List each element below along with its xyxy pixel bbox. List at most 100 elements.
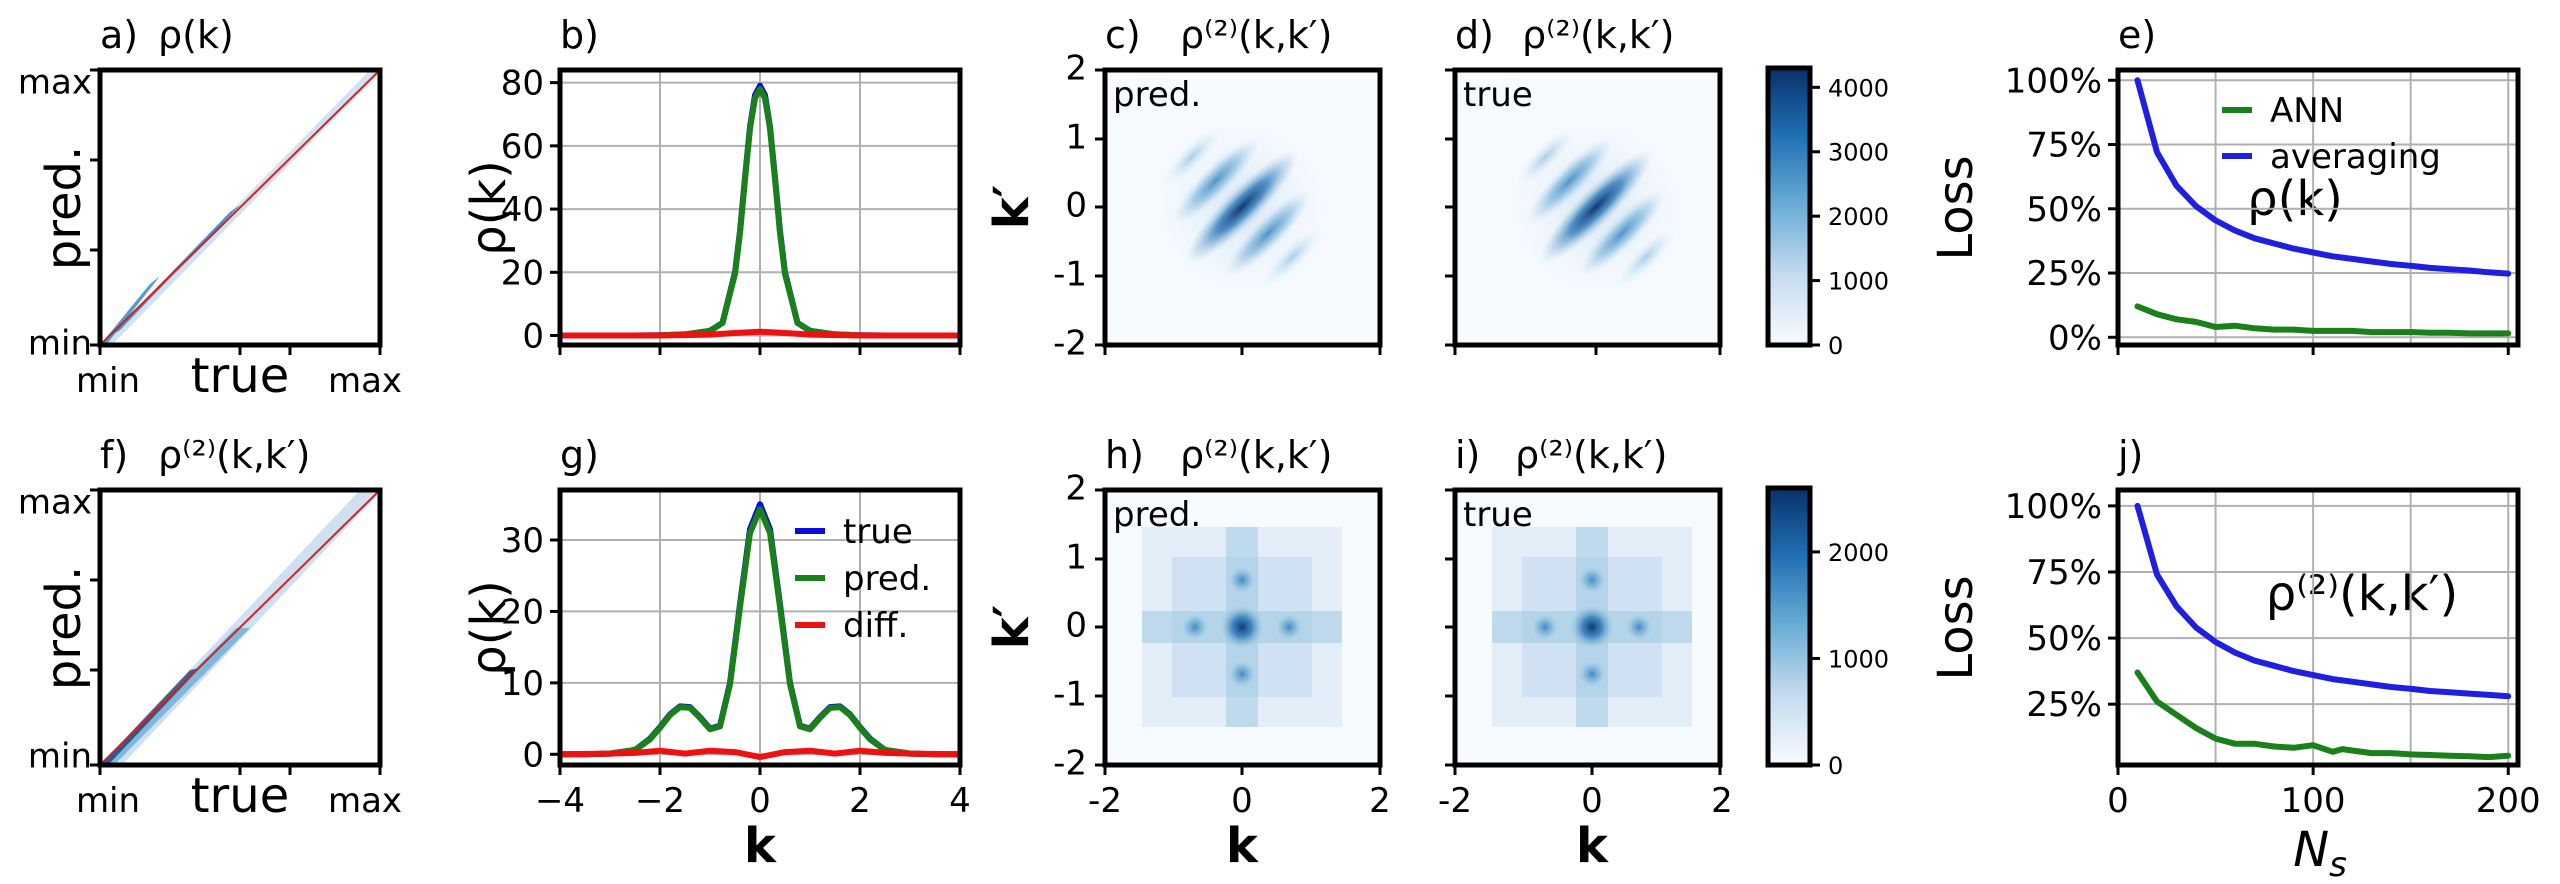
cb-i-label-0: 0 [1828, 752, 1843, 780]
panel-f-diagonal [100, 490, 380, 765]
g-series-pred [560, 506, 960, 758]
panel-i-label: i) [1455, 433, 1480, 477]
panel-a-xlabel: true [191, 348, 290, 404]
j-series-avg [2134, 502, 2512, 700]
j-frame [2115, 487, 2521, 768]
panel-h-ytick-1: 1 [1065, 538, 1087, 578]
panel-h-inset: pred. [1113, 495, 1201, 535]
panel-c-ytick-m2: -2 [1053, 324, 1087, 364]
panel-h-label: h) [1105, 433, 1144, 477]
panel-h-xtick-2: 2 [1369, 781, 1391, 821]
b-ytick-1: 20 [501, 253, 544, 293]
e-legend-label-avg: averaging [2270, 137, 2441, 177]
panel-i-colorbar-ticks: 0 1000 2000 [1810, 539, 1889, 780]
panel-j: j) Loss ρ⁽²⁾(k,k′) Ns 0 100 200 25% 50% 75% 10… [1928, 433, 2541, 884]
panel-a: a) ρ(k) min max true min max pred. [18, 13, 402, 404]
g-ytick-2: 20 [501, 592, 544, 632]
panel-c-title: ρ⁽²⁾(k,k′) [1180, 13, 1332, 57]
panel-d: d) ρ⁽²⁾(k,k′) true [1445, 13, 1889, 360]
panel-i-colorbar-frame [1765, 485, 1813, 768]
b-ytick-4: 80 [501, 64, 544, 104]
panel-a-ylabel: pred. [36, 146, 92, 270]
panel-h-center-peak [1220, 605, 1264, 649]
panel-c: c) ρ⁽²⁾(k,k′) pred. 2 1 0 [984, 13, 1383, 364]
g-xtick-2: 0 [749, 781, 771, 821]
b-ytick-0: 0 [522, 317, 544, 357]
cb-i-label-2: 2000 [1828, 539, 1889, 567]
panel-f-density [100, 490, 380, 765]
panel-a-xtick-min: min [76, 361, 140, 401]
e-ytick-0: 0% [2048, 318, 2102, 358]
g-legend-label-pred: pred. [843, 559, 931, 599]
panel-f-ylabel: pred. [36, 566, 92, 690]
panel-c-ytick-m1: -1 [1053, 255, 1087, 295]
panel-h: h) ρ⁽²⁾(k,k′) pred. 2 1 0 [984, 433, 1391, 874]
panel-c-ticks [1095, 68, 1382, 355]
panel-h-ytick-0: 0 [1065, 606, 1087, 646]
panel-j-ylabel: Loss [1928, 575, 1984, 680]
panel-f-title: ρ⁽²⁾(k,k′) [158, 433, 310, 477]
panel-a-ticks [90, 68, 382, 355]
panel-a-label: a) [100, 13, 138, 57]
panel-f-xtick-min: min [76, 781, 140, 821]
panel-h-ylabel: k′ [984, 605, 1040, 650]
e-legend-label-ann: ANN [2270, 91, 2344, 131]
panel-f-ytick-max: max [18, 483, 92, 523]
g-ytick-0: 0 [522, 735, 544, 775]
panel-d-band-center [1539, 150, 1653, 264]
panel-f-label: f) [100, 433, 128, 477]
panel-a-ytick-min: min [28, 324, 92, 364]
g-series-diff [560, 747, 960, 761]
panel-c-label: c) [1105, 13, 1141, 57]
panel-a-density [100, 70, 380, 345]
cb-d-label-0: 0 [1828, 332, 1843, 360]
j-ytick-1: 50% [2026, 619, 2102, 659]
e-ytick-3: 75% [2026, 126, 2102, 166]
panel-i-xtick-0: 0 [1581, 781, 1603, 821]
panel-c-band-lower [1224, 189, 1312, 277]
panel-j-label: j) [2117, 433, 2143, 477]
panel-f-ytick-min: min [28, 737, 92, 777]
j-ytick-0: 25% [2026, 685, 2102, 725]
panel-h-title: ρ⁽²⁾(k,k′) [1180, 433, 1332, 477]
panel-c-ytick-1: 1 [1065, 118, 1087, 158]
j-ytick-2: 75% [2026, 553, 2102, 593]
cb-d-label-3: 3000 [1828, 139, 1889, 167]
panel-g-ylabel: ρ(k) [461, 580, 517, 676]
g-xtick-0: −4 [535, 781, 585, 821]
panel-d-title: ρ⁽²⁾(k,k′) [1522, 13, 1674, 57]
panel-i-ticks [1445, 488, 1722, 775]
e-series-ann [2134, 303, 2512, 337]
b-ytick-2: 40 [501, 190, 544, 230]
panel-b-ylabel: ρ(k) [461, 160, 517, 256]
panel-d-band-upper [1526, 137, 1614, 225]
panel-d-heatmap [1455, 70, 1720, 345]
e-ytick-1: 25% [2026, 254, 2102, 294]
panel-h-ytick-m2: -2 [1053, 744, 1087, 784]
panel-c-heatmap [1105, 70, 1380, 345]
panel-d-colorbar-ticks: 0 1000 2000 3000 4000 [1810, 74, 1889, 360]
panel-e-ylabel: Loss [1928, 155, 1984, 260]
panel-f-ticks [90, 488, 382, 775]
panel-h-xtick-m2: -2 [1088, 781, 1122, 821]
g-ytick-3: 30 [501, 521, 544, 561]
panel-a-xtick-max: max [328, 361, 402, 401]
panel-j-annotation: ρ⁽²⁾(k,k′) [2266, 566, 2459, 622]
j-ytick-3: 100% [2005, 487, 2102, 527]
j-xtick-1: 100 [2281, 781, 2346, 821]
panel-b: b) ρ(k) 0 20 40 60 80 [461, 13, 963, 357]
panel-c-band-center [1185, 150, 1299, 264]
panel-e-label: e) [2118, 13, 2156, 57]
panel-e-annotation: ρ(k) [2247, 171, 2343, 227]
panel-g-xlabel: k [744, 818, 777, 874]
e-series-avg [2134, 77, 2512, 277]
panel-c-band-upper [1172, 137, 1260, 225]
panel-a-diagonal [100, 70, 380, 345]
panel-i-xtick-m2: -2 [1438, 781, 1472, 821]
cb-d-label-1: 1000 [1828, 268, 1889, 296]
panel-g: g) ρ(k) k −4 −2 0 2 4 0 10 20 30 true pred. diff. [461, 433, 971, 874]
b-ytick-3: 60 [501, 127, 544, 167]
g-xtick-4: 4 [949, 781, 971, 821]
panel-j-xlabel: Ns [2293, 822, 2347, 884]
